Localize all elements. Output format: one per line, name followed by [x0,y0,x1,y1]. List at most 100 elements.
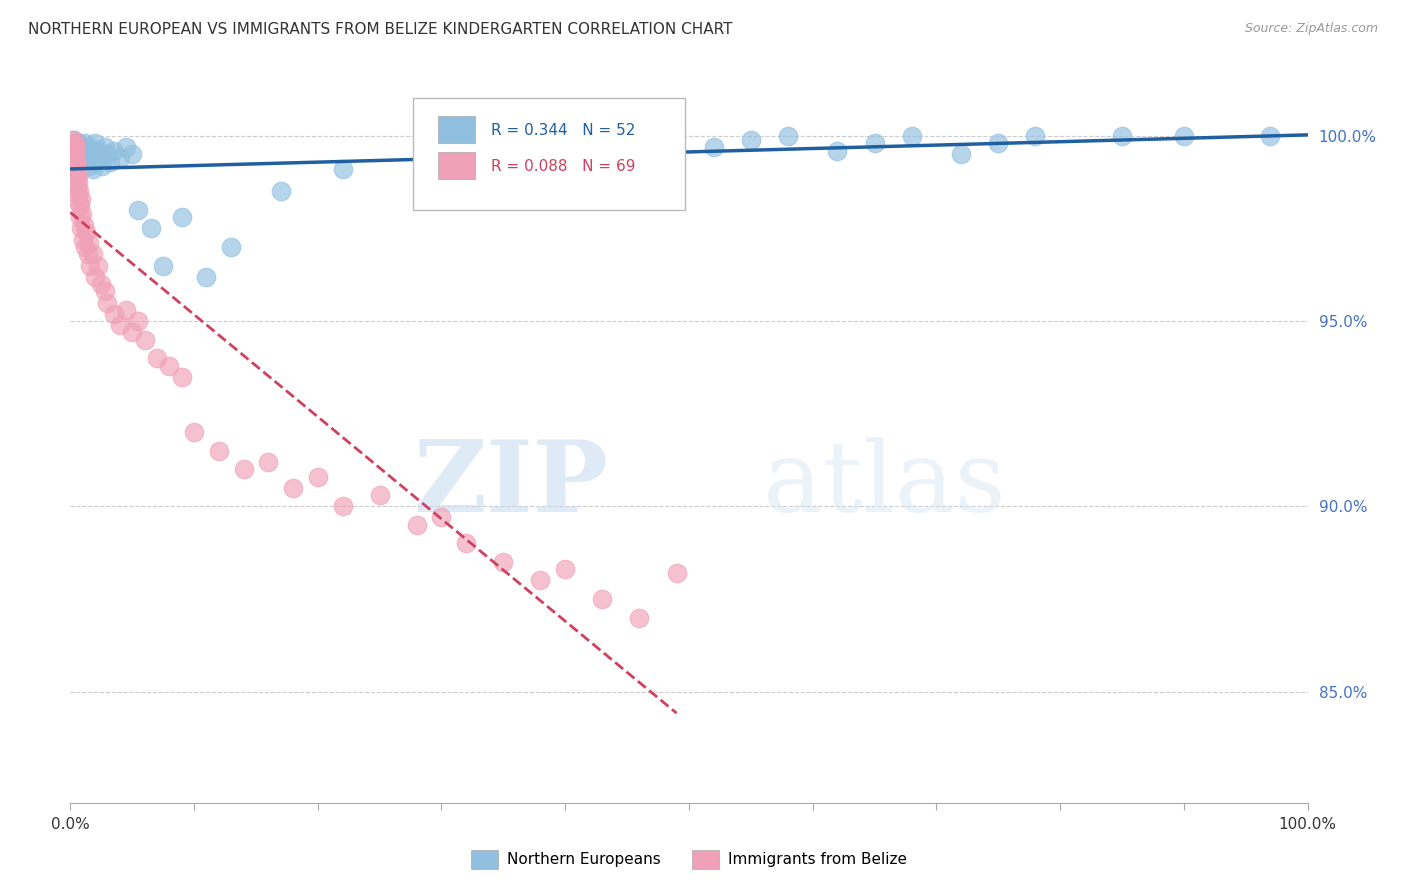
Point [63,159,86,173]
Point [62,154,84,169]
Point [65,140,87,154]
Point [66,169,89,184]
Point [270,185,292,199]
Point [139,221,162,235]
Point [73,154,96,169]
Point [66,159,89,173]
Point [69,192,91,206]
Point [94,285,117,299]
Point [554,562,576,576]
Point [60,140,83,154]
Point [183,425,205,440]
Point [73,218,96,232]
Point [62,140,84,154]
Text: ZIP: ZIP [413,436,609,533]
FancyBboxPatch shape [413,98,685,211]
Point [75,240,97,254]
Point [332,162,354,177]
Point [591,592,613,607]
Point [82,162,104,177]
Text: atlas: atlas [763,437,1005,533]
Point [950,147,973,161]
Point [219,240,242,254]
Point [79,259,101,273]
Point [62,144,84,158]
Point [1260,128,1282,143]
Point [60,136,83,151]
Point [77,236,100,251]
Point [60,147,83,161]
Bar [437,116,475,143]
Point [91,159,114,173]
Point [77,159,100,173]
Point [65,154,87,169]
Point [170,211,193,225]
Point [529,574,551,588]
Point [103,307,125,321]
Point [67,185,90,199]
Point [121,147,143,161]
Point [740,132,762,146]
Point [108,318,131,332]
Point [67,136,90,151]
Bar [437,152,475,179]
Text: Source: ZipAtlas.com: Source: ZipAtlas.com [1244,22,1378,36]
Point [127,314,149,328]
Point [665,566,688,580]
Point [67,177,90,191]
Point [63,132,86,146]
Point [987,136,1010,151]
Point [257,455,280,469]
Point [75,225,97,239]
Point [75,136,97,151]
Point [67,195,90,210]
Point [616,136,638,151]
Point [82,247,104,261]
Point [66,147,89,161]
Point [307,469,329,483]
Point [70,207,93,221]
Point [368,488,391,502]
Point [134,333,156,347]
Point [430,154,453,169]
Point [80,151,103,165]
Point [62,132,84,146]
Point [157,359,180,373]
Point [66,180,89,194]
Legend: Northern Europeans, Immigrants from Belize: Northern Europeans, Immigrants from Beli… [464,844,914,875]
Point [79,140,101,154]
Point [115,140,138,154]
Point [652,128,675,143]
Point [208,443,231,458]
Point [127,202,149,217]
Point [86,144,108,158]
Point [430,510,453,524]
Point [628,610,651,624]
Point [281,481,304,495]
Point [86,259,108,273]
Point [69,144,91,158]
Point [1111,128,1133,143]
Point [63,136,86,151]
Point [63,162,86,177]
Point [405,517,427,532]
Point [900,128,922,143]
Point [75,147,97,161]
Point [76,247,98,261]
Point [70,151,93,165]
Point [96,295,118,310]
Point [84,136,107,151]
Point [84,269,107,284]
Point [776,128,799,143]
Point [65,166,87,180]
Point [66,188,89,202]
Point [62,151,84,165]
Point [579,144,602,158]
Point [1173,128,1195,143]
Point [195,269,218,284]
Point [84,154,107,169]
Point [66,169,89,184]
Point [65,144,87,158]
Point [332,500,354,514]
Point [1024,128,1046,143]
